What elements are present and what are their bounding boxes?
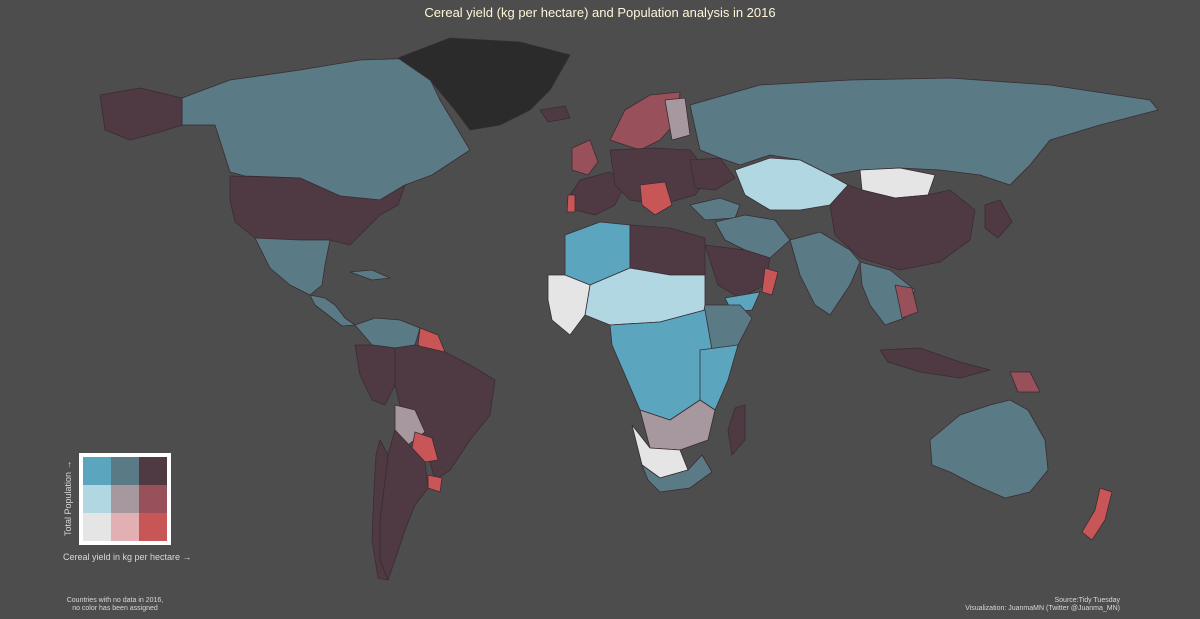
country-turkey-caucasus bbox=[689, 197, 741, 221]
country-ecuador-peru bbox=[354, 344, 396, 406]
source-line: Source:Tidy Tuesday bbox=[1054, 597, 1121, 604]
legend-cell bbox=[139, 513, 167, 541]
no-data-note-line: no color has been assigned bbox=[72, 605, 158, 612]
country-india bbox=[789, 231, 861, 316]
bivariate-legend bbox=[79, 453, 171, 545]
country-madagascar bbox=[727, 404, 746, 456]
legend-grid bbox=[83, 457, 167, 541]
legend-cell bbox=[83, 485, 111, 513]
country-canada bbox=[181, 57, 471, 201]
country-uruguay bbox=[427, 474, 443, 493]
country-central-europe bbox=[609, 147, 711, 206]
legend-cell bbox=[83, 513, 111, 541]
country-mexico bbox=[254, 237, 331, 296]
legend-cell bbox=[111, 513, 139, 541]
legend-cell bbox=[139, 485, 167, 513]
country-ukraine bbox=[689, 157, 736, 191]
country-oman bbox=[761, 267, 779, 296]
country-russia bbox=[689, 77, 1159, 186]
country-balkans bbox=[639, 181, 673, 216]
country-colombia-venezuela bbox=[354, 317, 421, 349]
country-greenland bbox=[397, 37, 571, 131]
legend-cell bbox=[83, 457, 111, 485]
country-papua-new-guinea bbox=[1009, 371, 1041, 393]
country-uk-ireland bbox=[571, 139, 599, 176]
country-indonesia bbox=[879, 347, 991, 379]
country-china bbox=[829, 184, 976, 271]
country-cuba bbox=[349, 269, 391, 281]
country-middle-east bbox=[714, 214, 791, 259]
country-libya-egypt bbox=[629, 224, 706, 276]
legend-y-axis-label: Total Population → bbox=[63, 460, 73, 536]
country-chile bbox=[371, 439, 389, 581]
country-japan-korea bbox=[984, 199, 1013, 239]
country-finland bbox=[664, 97, 691, 141]
no-data-note: Countries with no data in 2016, no color… bbox=[40, 597, 190, 613]
country-vietnam bbox=[894, 284, 919, 319]
legend-x-axis-label: Cereal yield in kg per hectare → bbox=[63, 552, 192, 562]
source-credits: Source:Tidy Tuesday Visualization: Juanm… bbox=[860, 597, 1120, 613]
credit-line: Visualization: JuanmaMN (Twitter @Juanma… bbox=[965, 605, 1120, 612]
legend-cell bbox=[139, 457, 167, 485]
legend-cell bbox=[111, 457, 139, 485]
country-south-africa bbox=[641, 454, 713, 493]
country-usa-alaska bbox=[99, 87, 183, 141]
country-portugal bbox=[566, 194, 576, 213]
legend-cell bbox=[111, 485, 139, 513]
country-usa bbox=[229, 175, 406, 246]
map-title: Cereal yield (kg per hectare) and Popula… bbox=[424, 5, 776, 20]
no-data-note-line: Countries with no data in 2016, bbox=[66, 597, 164, 604]
country-iceland bbox=[539, 105, 571, 123]
country-west-africa bbox=[547, 274, 591, 336]
country-central-america bbox=[309, 294, 356, 327]
country-new-zealand bbox=[1081, 487, 1113, 541]
country-east-africa bbox=[699, 344, 739, 411]
country-australia bbox=[929, 399, 1049, 499]
